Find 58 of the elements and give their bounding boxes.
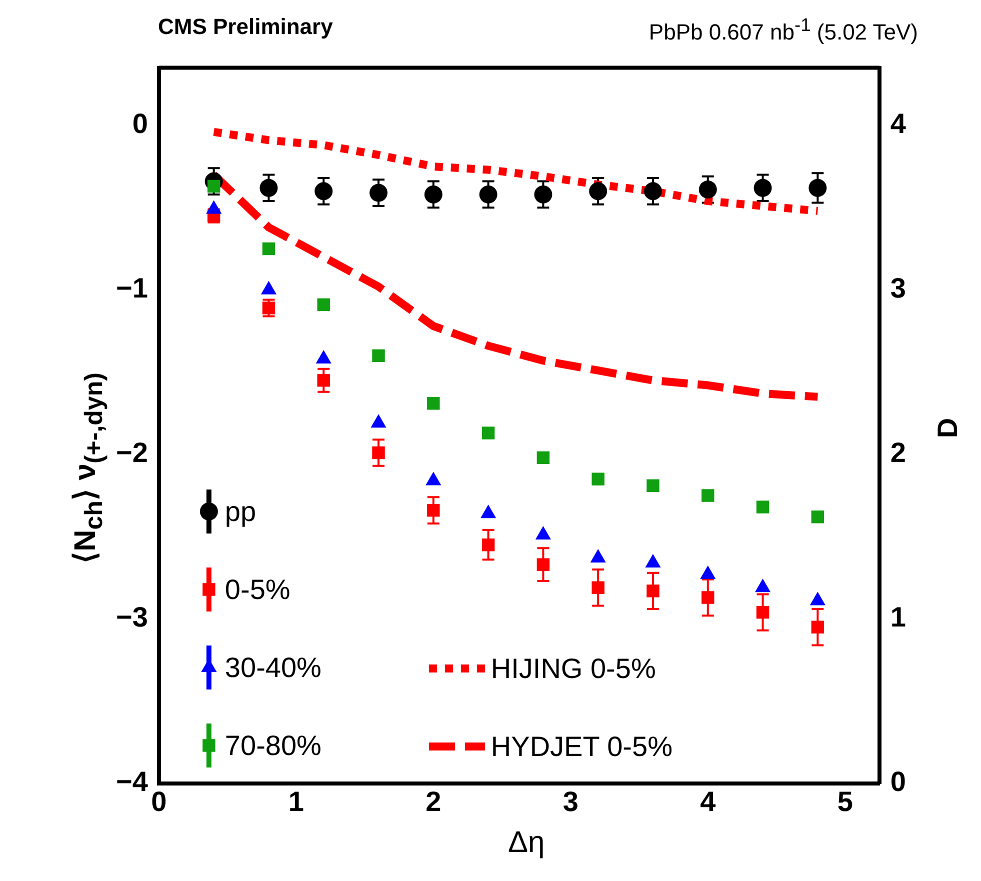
x-axis-title: Δη <box>508 826 545 860</box>
y-tick-label: 0 <box>132 108 148 140</box>
point <box>317 374 330 387</box>
y2-tick-label: 2 <box>890 437 906 468</box>
point <box>702 591 714 604</box>
point <box>372 446 385 460</box>
point <box>646 584 660 598</box>
y2-tick-label: 4 <box>890 108 906 140</box>
x-tick-label: 3 <box>562 786 578 817</box>
point <box>370 184 388 202</box>
x-tick-label: 1 <box>288 786 304 817</box>
point <box>811 620 824 634</box>
y2-tick-label: 1 <box>890 602 906 633</box>
point <box>262 242 276 256</box>
point <box>427 504 440 517</box>
point <box>811 510 824 524</box>
point <box>317 298 330 312</box>
point <box>756 500 770 514</box>
y2-tick-label: 0 <box>890 766 906 798</box>
point <box>482 538 495 552</box>
y2-tick-label: 3 <box>890 272 906 304</box>
y-tick-label: −3 <box>116 602 148 633</box>
point <box>372 349 385 362</box>
legend-label: 70-80% <box>224 730 322 762</box>
point <box>314 182 333 200</box>
point <box>427 397 440 410</box>
point <box>702 489 714 502</box>
point <box>756 606 770 619</box>
point <box>482 426 495 440</box>
point <box>592 581 604 594</box>
point <box>754 178 772 197</box>
point <box>536 451 550 464</box>
chart-subtitle: PbPb 0.607 nb$^{-1}$ (5.02 TeV) <box>648 14 918 46</box>
y-tick-label: −4 <box>116 766 148 798</box>
point <box>479 185 498 204</box>
x-tick-label: 0 <box>151 786 167 817</box>
y2-axis-title: D <box>932 418 964 438</box>
legend-label: 30-40% <box>224 652 322 684</box>
x-tick-label: 2 <box>426 786 442 817</box>
legend-label: 0-5% <box>224 574 290 606</box>
point <box>592 472 604 486</box>
y-tick-label: −2 <box>116 437 148 468</box>
point <box>589 182 608 200</box>
point <box>808 178 827 197</box>
point <box>260 178 278 197</box>
point <box>698 180 717 199</box>
point <box>644 182 662 200</box>
legend-label: HYDJET 0-5% <box>490 731 672 762</box>
point <box>424 185 442 204</box>
point <box>534 185 552 204</box>
chart-title: CMS Preliminary <box>158 14 333 41</box>
x-tick-label: 5 <box>837 786 853 817</box>
point <box>536 558 550 571</box>
y-tick-label: −1 <box>116 272 148 304</box>
point <box>646 479 660 492</box>
x-tick-label: 4 <box>700 786 716 817</box>
legend-label: HIJING 0-5% <box>490 653 656 684</box>
legend-label: pp <box>224 496 256 528</box>
